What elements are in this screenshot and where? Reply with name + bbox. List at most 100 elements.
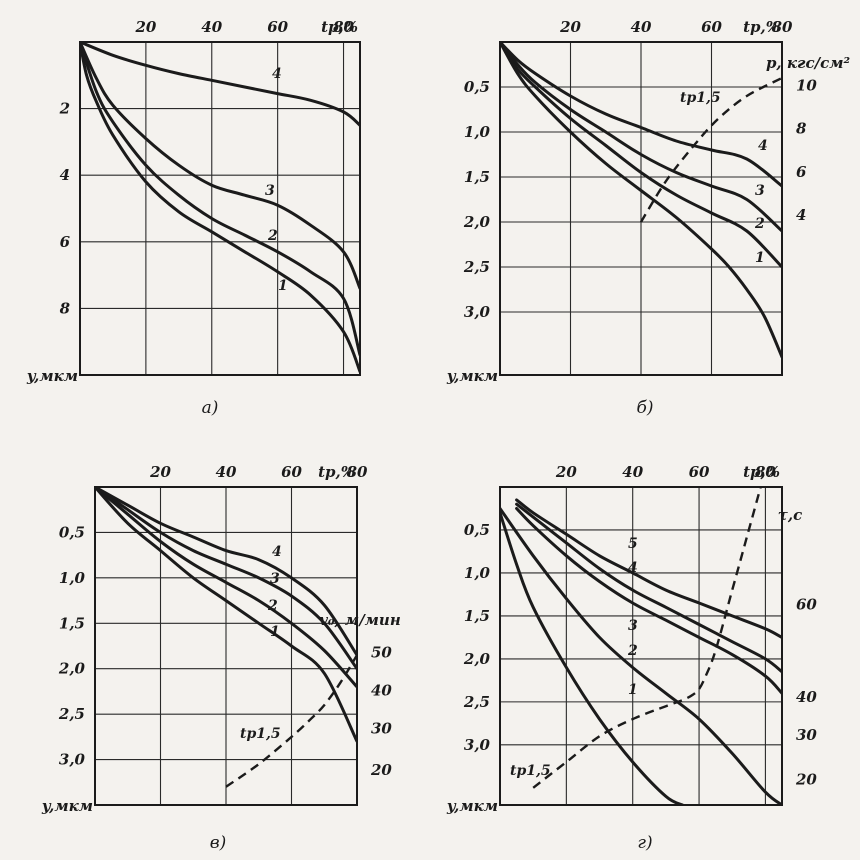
series-line-tp15	[532, 487, 762, 789]
y-tick-label: 1,5	[464, 607, 490, 625]
series-line-1	[80, 42, 360, 374]
series-label-2: 2	[627, 643, 638, 659]
y-axis-label: y,мкм	[446, 797, 498, 815]
y-tick-label: 1,0	[464, 564, 491, 582]
plot-frame	[499, 486, 783, 806]
series-label-1: 1	[278, 278, 288, 294]
series-label-2: 2	[267, 228, 278, 244]
y-tick-label: 6	[60, 233, 71, 251]
right-axis-label: τ,с	[778, 506, 802, 524]
series-line-2	[95, 487, 357, 689]
series-label-tp15: tр1,5	[240, 726, 281, 742]
series-line-3	[515, 507, 782, 695]
y-tick-label: 2,0	[58, 660, 86, 678]
panel-label: б)	[636, 398, 653, 418]
series-label-1: 1	[755, 250, 765, 266]
x-tick-label: 60	[701, 18, 722, 36]
panel-label: в)	[210, 833, 227, 853]
y-tick-label: 0,5	[464, 78, 490, 96]
series-line-5	[515, 498, 782, 639]
panel-label: г)	[637, 833, 652, 853]
series-line-2	[500, 42, 782, 269]
series-label-3: 3	[270, 571, 280, 587]
x-tick-label: 60	[267, 18, 288, 36]
x-tick-label: 40	[216, 463, 237, 481]
y-tick-label: 1,5	[59, 614, 85, 632]
x-tick-label: 80	[755, 463, 776, 481]
y-tick-label: 3,0	[464, 303, 491, 321]
series-line-tp15	[225, 654, 357, 788]
x-tick-label: 40	[622, 463, 643, 481]
x-tick-label: 40	[631, 18, 652, 36]
series-line-3	[500, 42, 782, 233]
series-line-4	[515, 502, 782, 674]
series-line-2	[80, 42, 360, 357]
y-tick-label: 3,0	[464, 736, 491, 754]
x-tick-label: 60	[689, 463, 710, 481]
y-tick-label: 3,0	[59, 751, 86, 769]
y-tick-label: 1,0	[464, 123, 491, 141]
x-tick-label: 20	[559, 18, 581, 36]
y-tick-label: 2,5	[463, 693, 490, 711]
right-tick-label: 40	[796, 688, 817, 706]
y-axis-label: y,мкм	[26, 367, 78, 385]
series-line-1	[500, 42, 782, 359]
series-line-3	[80, 42, 360, 290]
series-label-3: 3	[628, 618, 638, 634]
y-tick-label: 8	[60, 299, 71, 317]
x-tick-label: 20	[555, 463, 577, 481]
x-tick-label: 40	[201, 18, 222, 36]
y-tick-label: 1,0	[59, 569, 86, 587]
right-tick-label: 60	[796, 596, 817, 614]
series-label-4: 4	[272, 66, 282, 82]
plot-frame	[499, 41, 783, 376]
right-tick-label: 6	[796, 163, 807, 181]
right-tick-label: 20	[370, 761, 392, 779]
y-tick-label: 2,0	[463, 650, 491, 668]
plot-frame	[94, 486, 358, 806]
series-line-1	[500, 511, 684, 805]
x-tick-label: 80	[347, 463, 368, 481]
series-label-1: 1	[628, 682, 638, 698]
x-tick-label: 20	[149, 463, 171, 481]
panel-label: а)	[202, 398, 219, 418]
series-line-4	[500, 42, 782, 188]
series-label-5: 5	[628, 536, 638, 552]
y-tick-label: 2	[59, 100, 70, 118]
y-tick-label: 1,5	[464, 168, 490, 186]
series-label-4: 4	[272, 544, 282, 560]
x-axis-label: tр,%	[321, 18, 358, 36]
right-tick-label: 50	[371, 643, 392, 661]
y-tick-label: 2,5	[463, 258, 490, 276]
chart-panel-d: 20 40 60 80 0,5 1,0 1,5 2,0 2,5 3,0 tр,% y,мкм τ,с 60…	[446, 463, 818, 853]
series-label-2: 2	[267, 598, 278, 614]
series-line-tp15	[639, 76, 782, 223]
right-tick-label: 20	[795, 771, 817, 789]
chart-panel-b: 20 40 60 80 0,5 1,0 1,5 2,0 2,5 3,0 tр,% y,мкм p, кг…	[446, 18, 851, 418]
series-label-4: 4	[758, 138, 768, 154]
series-line-1	[95, 487, 357, 743]
x-axis-label: tр,%	[318, 463, 355, 481]
x-tick-label: 80	[772, 18, 793, 36]
y-axis-label: y,мкм	[41, 797, 93, 815]
x-axis-label: tр,%	[743, 463, 780, 481]
y-tick-label: 2,0	[463, 213, 491, 231]
series-label-1: 1	[270, 624, 280, 640]
x-tick-label: 60	[281, 463, 302, 481]
x-tick-label: 80	[333, 18, 354, 36]
right-axis-label: p, кгс/см²	[766, 54, 851, 72]
y-tick-label: 0,5	[59, 523, 85, 541]
series-line-4	[95, 487, 357, 657]
y-tick-label: 4	[60, 166, 70, 184]
series-label-tp15: tр1,5	[510, 763, 551, 779]
y-tick-label: 0,5	[464, 521, 490, 539]
right-tick-label: 40	[371, 682, 392, 700]
x-tick-label: 20	[134, 18, 156, 36]
chart-panel-a: 20 40 60 80 2 4 6 8 tр,% y,мкм 1 2 3 4 а)	[26, 18, 361, 418]
series-label-tp15: tр1,5	[680, 90, 721, 106]
plot-frame	[79, 41, 361, 376]
series-label-3: 3	[755, 183, 765, 199]
series-label-4: 4	[628, 560, 638, 576]
